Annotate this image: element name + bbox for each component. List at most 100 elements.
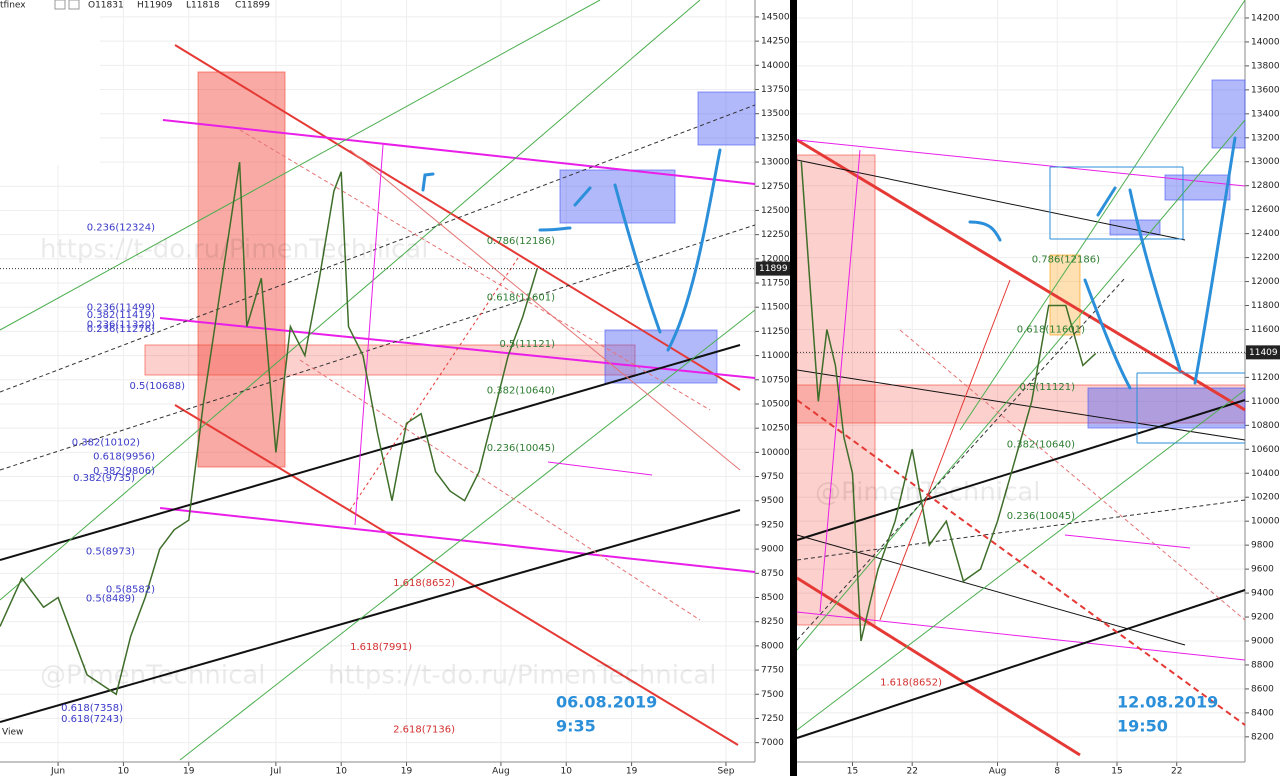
fib-label: 0.786(12186) [1032, 254, 1100, 265]
trend-line [174, 44, 741, 391]
watermark: https://t-do.ru/PimenTechnical [328, 661, 716, 691]
arrow [573, 186, 592, 207]
trend-line [796, 277, 1126, 641]
y-tick-label: 10400 [1251, 469, 1280, 479]
trend-line [796, 138, 1246, 412]
y-tick-label: 12750 [761, 182, 790, 192]
y-tick-label: 13750 [761, 85, 790, 95]
x-tick-label: Aug [989, 767, 1007, 776]
trend-line [0, 224, 756, 471]
fib-label: 0.618(7358) [61, 703, 123, 714]
y-tick-label: 13800 [1251, 61, 1280, 71]
zone [197, 71, 286, 468]
fib-label: 0.236(12324) [87, 222, 155, 233]
fib-label: 0.382(10102) [72, 437, 140, 448]
arrow [1193, 136, 1237, 385]
watermark: @PimenTechnical [40, 661, 266, 691]
arrow [1083, 278, 1132, 390]
y-tick-label: 9250 [761, 520, 784, 530]
y-tick-label: 11500 [761, 303, 790, 313]
trend-line [162, 119, 756, 185]
trend-line [1064, 534, 1191, 549]
x-tick-label: 15 [1111, 767, 1122, 776]
fib-label: 0.236(11499) [87, 302, 155, 313]
fib-label: 1.618(8652) [880, 678, 942, 689]
footer-label: View [2, 728, 23, 738]
y-tick-label: 13600 [1251, 85, 1280, 95]
y-tick-label: 11200 [1251, 373, 1280, 383]
ohlc-header: O11831 [88, 1, 124, 11]
y-tick-label: 10200 [1251, 493, 1280, 503]
left-panel: 7000 7250 7500 7750 8000 8250 8500 8750 9000 9250… [0, 0, 790, 776]
y-tick-label: 12000 [1251, 277, 1280, 287]
overlay-box [0, 0, 100, 165]
y-tick-label: 9500 [761, 496, 784, 506]
ohlc-header: tfinex [0, 1, 26, 11]
y-tick-label: 14000 [1251, 37, 1280, 47]
trend-line [796, 399, 1246, 726]
y-tick-label: 9600 [1251, 565, 1274, 575]
x-tick-label: 22 [906, 767, 917, 776]
last-price-label: 11899 [759, 264, 788, 274]
arrow [538, 226, 572, 232]
fib-label: 0.236(10045) [487, 443, 555, 454]
trend-line [796, 369, 1246, 441]
arrow [968, 220, 1002, 242]
y-tick-label: 14200 [1251, 13, 1280, 23]
trend-line [299, 359, 701, 621]
y-tick-label: 13400 [1251, 109, 1280, 119]
fib-label: 0.618(7243) [61, 714, 123, 725]
fib-label: 0.382(9806) [93, 466, 155, 477]
y-tick-label: 11600 [1251, 325, 1280, 335]
trend-line [239, 129, 711, 411]
y-tick-label: 12600 [1251, 205, 1280, 215]
y-tick-label: 8200 [1251, 732, 1274, 742]
y-tick-label: 9200 [1251, 613, 1274, 623]
trend-line [0, 344, 741, 561]
last-price-tag [1246, 345, 1280, 360]
arrow [1096, 186, 1117, 217]
y-tick-label: 13500 [761, 109, 790, 119]
fib-label: 0.236(11320) [87, 320, 155, 331]
trend-line [796, 534, 1186, 646]
trend-line [819, 149, 861, 613]
trend-line [354, 144, 384, 526]
x-tick-label: 19 [401, 767, 413, 776]
y-tick-label: 12400 [1251, 229, 1280, 239]
ohlc-header: H11909 [137, 1, 173, 11]
y-tick-label: 10600 [1251, 445, 1280, 455]
arrow [421, 172, 435, 192]
x-tick-label: 10 [561, 767, 573, 776]
y-tick-label: 12250 [761, 230, 790, 240]
y-tick-label: 14000 [761, 61, 790, 71]
y-tick-label: 12800 [1251, 181, 1280, 191]
fib-label: 0.618(9956) [93, 452, 155, 463]
trend-line [0, 104, 756, 393]
trend-line [796, 119, 1246, 651]
trend-line [879, 279, 1011, 621]
header-icon [54, 0, 66, 10]
arrow [613, 183, 662, 334]
y-tick-label: 7250 [761, 714, 784, 724]
trend-line [179, 309, 756, 761]
fib-label: 0.382(10640) [487, 385, 555, 396]
zone [144, 344, 636, 376]
right-panel: 8200 8400 8600 8800 9000 9200 9400 9600 9800 1000… [796, 0, 1280, 776]
x-tick-label: Jun [50, 767, 65, 776]
trend-line [0, 0, 601, 331]
ohlc-header: C11899 [235, 1, 270, 11]
trend-line [796, 399, 1246, 541]
fib-label: 0.382(11419) [87, 310, 155, 321]
fib-label: 0.382(9735) [73, 473, 135, 484]
price-line [800, 161, 1097, 642]
fib-label: 0.236(10045) [1007, 511, 1075, 522]
fib-label: 0.618(11601) [487, 292, 555, 303]
y-tick-label: 12500 [761, 206, 790, 216]
y-tick-label: 11800 [1251, 301, 1280, 311]
x-tick-label: 15 [847, 767, 858, 776]
y-tick-label: 7750 [761, 666, 784, 676]
x-tick-label: 8 [1054, 767, 1060, 776]
x-tick-label: 10 [118, 767, 130, 776]
y-tick-label: 14500 [761, 12, 790, 22]
